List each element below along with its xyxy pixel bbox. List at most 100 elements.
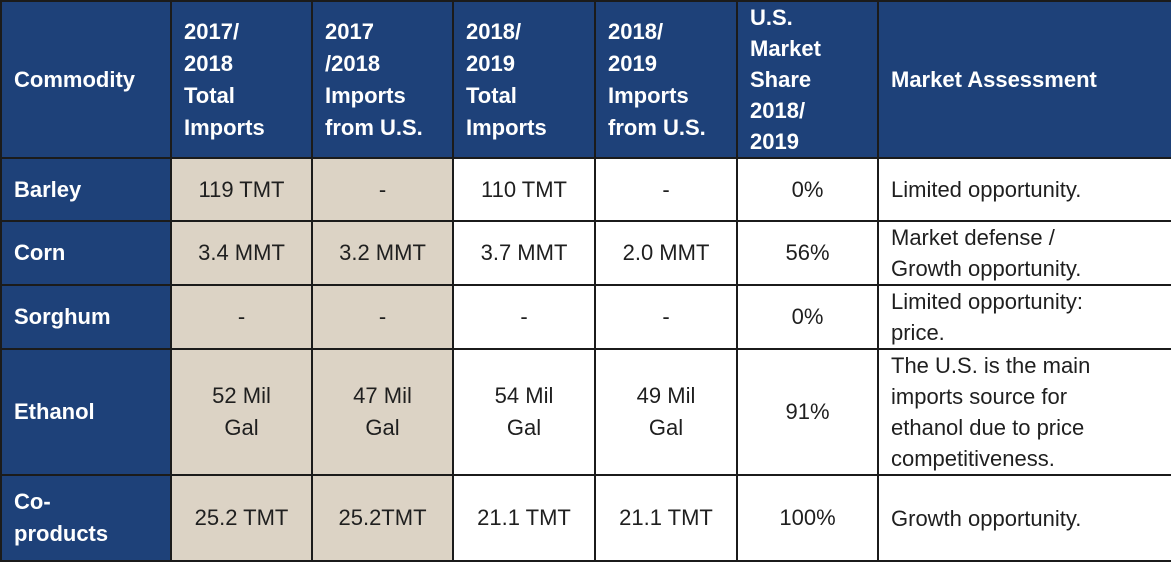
- commodity-cell: Ethanol: [0, 348, 172, 476]
- commodity-cell: Co-products: [0, 474, 172, 562]
- market-share-cell: 91%: [736, 348, 879, 476]
- cell-text-line: ethanol due to price: [891, 415, 1085, 440]
- total-imports-2018-2019-cell: 110 TMT: [452, 157, 596, 222]
- cell-text-line: Total: [184, 82, 235, 108]
- cell-text-line: from U.S.: [608, 114, 706, 140]
- cell-text-line: -: [662, 304, 670, 329]
- table-row: Co-products 25.2 TMT 25.2TMT 21.1 TMT 21…: [0, 474, 1171, 562]
- cell-text-line: Imports: [608, 82, 689, 108]
- total-imports-2017-2018-cell: 3.4 MMT: [170, 220, 313, 286]
- cell-text-line: 3.7 MMT: [480, 240, 568, 265]
- cell-text-line: 2017/: [184, 18, 240, 44]
- cell-text-line: -: [378, 304, 387, 329]
- cell-text-line: 3.4 MMT: [198, 240, 285, 265]
- cell-text-line: 0%: [791, 176, 824, 202]
- cell-text-line: 110 TMT: [481, 176, 567, 202]
- cell-text-line: Gal: [506, 415, 542, 440]
- header-row: Commodity 2017/2018 Total Imports 2017/201…: [0, 0, 1171, 159]
- us-imports-2018-2019-cell: -: [594, 157, 738, 222]
- us-imports-2018-2019-cell: 21.1 TMT: [594, 474, 738, 562]
- cell-text-line: 21.1 TMT: [477, 505, 571, 530]
- market-assessment-cell: Limited opportunity.: [877, 157, 1171, 222]
- cell-text-line: competitiveness.: [891, 446, 1055, 471]
- table-row: Barley 119 TMT - 110 TMT - 0% Limited op…: [0, 157, 1171, 222]
- total-imports-2017-2018-cell: 25.2 TMT: [170, 474, 313, 562]
- cell-text-line: Imports: [325, 82, 406, 108]
- header-market-assessment: Market Assessment: [877, 0, 1171, 159]
- commodity-cell: Corn: [0, 220, 172, 286]
- market-share-cell: 56%: [736, 220, 879, 286]
- cell-text-line: U.S.: [750, 5, 793, 30]
- cell-text-line: 2.0 MMT: [622, 240, 710, 265]
- cell-text-line: 25.2 TMT: [194, 505, 289, 530]
- us-imports-2017-2018-cell: -: [311, 157, 454, 222]
- cell-text-line: 49 Mil: [636, 383, 696, 408]
- cell-text-line: Imports: [184, 114, 265, 140]
- cell-text-line: Imports: [466, 114, 547, 140]
- total-imports-2018-2019-cell: 54 Mil Gal: [452, 348, 596, 476]
- cell-text-line: 2019: [608, 50, 657, 76]
- total-imports-2018-2019-cell: 3.7 MMT: [452, 220, 596, 286]
- cell-text-line: Ethanol: [14, 399, 95, 424]
- cell-text-line: Market defense /: [891, 225, 1055, 250]
- cell-text-line: Total: [466, 82, 517, 108]
- market-assessment-cell: Limited opportunity: price.: [877, 284, 1171, 350]
- cell-text-line: Barley: [14, 176, 82, 202]
- us-imports-2018-2019-cell: 49 Mil Gal: [594, 348, 738, 476]
- cell-text-line: -: [520, 304, 528, 329]
- us-imports-2018-2019-cell: -: [594, 284, 738, 350]
- cell-text-line: 47 Mil: [353, 383, 412, 408]
- header-2018-2019-imports-from-us: 2018/2019 Imports from U.S.: [594, 0, 738, 159]
- cell-text-line: 2017: [325, 18, 374, 44]
- cell-text-line: 2018/: [466, 18, 522, 44]
- market-assessment-cell: The U.S. is the main imports source for et…: [877, 348, 1171, 476]
- cell-text-line: -: [237, 304, 246, 329]
- market-share-cell: 0%: [736, 157, 879, 222]
- market-share-cell: 100%: [736, 474, 879, 562]
- cell-text-line: Gal: [365, 415, 400, 440]
- us-imports-2017-2018-cell: 3.2 MMT: [311, 220, 454, 286]
- cell-text-line: Co-: [14, 489, 51, 514]
- cell-text-line: 25.2TMT: [338, 505, 427, 530]
- cell-text-line: imports source for: [891, 384, 1068, 409]
- header-commodity: Commodity: [0, 0, 172, 159]
- cell-text-line: 0%: [791, 304, 824, 329]
- total-imports-2017-2018-cell: 119 TMT: [170, 157, 313, 222]
- cell-text-line: -: [378, 176, 387, 202]
- cell-text-line: /2018: [325, 50, 381, 76]
- market-share-cell: 0%: [736, 284, 879, 350]
- cell-text-line: Corn: [14, 240, 66, 265]
- total-imports-2018-2019-cell: -: [452, 284, 596, 350]
- cell-text-line: Growth opportunity.: [891, 505, 1082, 531]
- table-row: Corn 3.4 MMT 3.2 MMT 3.7 MMT 2.0 MMT 56%…: [0, 220, 1171, 286]
- header-2017-2018-total-imports: 2017/2018 Total Imports: [170, 0, 313, 159]
- cell-text-line: 2018: [184, 50, 233, 76]
- total-imports-2017-2018-cell: -: [170, 284, 313, 350]
- cell-text-line: -: [662, 176, 670, 202]
- us-imports-2017-2018-cell: -: [311, 284, 454, 350]
- cell-text-line: Sorghum: [14, 304, 111, 329]
- header-us-market-share: U.S. Market Share 2018/2019: [736, 0, 879, 159]
- cell-text-line: 119 TMT: [198, 176, 285, 202]
- cell-text-line: The U.S. is the main: [891, 353, 1091, 378]
- header-2018-2019-total-imports: 2018/2019 Total Imports: [452, 0, 596, 159]
- cell-text-line: products: [14, 521, 109, 546]
- cell-text-line: Market Assessment: [891, 66, 1097, 92]
- commodity-cell: Sorghum: [0, 284, 172, 350]
- cell-text-line: 91%: [785, 399, 830, 424]
- table-row: Ethanol 52 Mil Gal 47 Mil Gal 54 Mil Gal 49…: [0, 348, 1171, 476]
- cell-text-line: price.: [891, 320, 945, 345]
- cell-text-line: Share: [750, 67, 812, 92]
- us-imports-2018-2019-cell: 2.0 MMT: [594, 220, 738, 286]
- cell-text-line: 2018/: [750, 98, 806, 123]
- total-imports-2017-2018-cell: 52 Mil Gal: [170, 348, 313, 476]
- table-row: Sorghum - - - - 0% Limited opportunity: p…: [0, 284, 1171, 350]
- us-imports-2017-2018-cell: 25.2TMT: [311, 474, 454, 562]
- commodity-cell: Barley: [0, 157, 172, 222]
- us-imports-2017-2018-cell: 47 Mil Gal: [311, 348, 454, 476]
- cell-text-line: from U.S.: [325, 114, 423, 140]
- cell-text-line: Market: [750, 36, 821, 61]
- cell-text-line: 3.2 MMT: [339, 240, 426, 265]
- cell-text-line: Growth opportunity.: [891, 256, 1082, 281]
